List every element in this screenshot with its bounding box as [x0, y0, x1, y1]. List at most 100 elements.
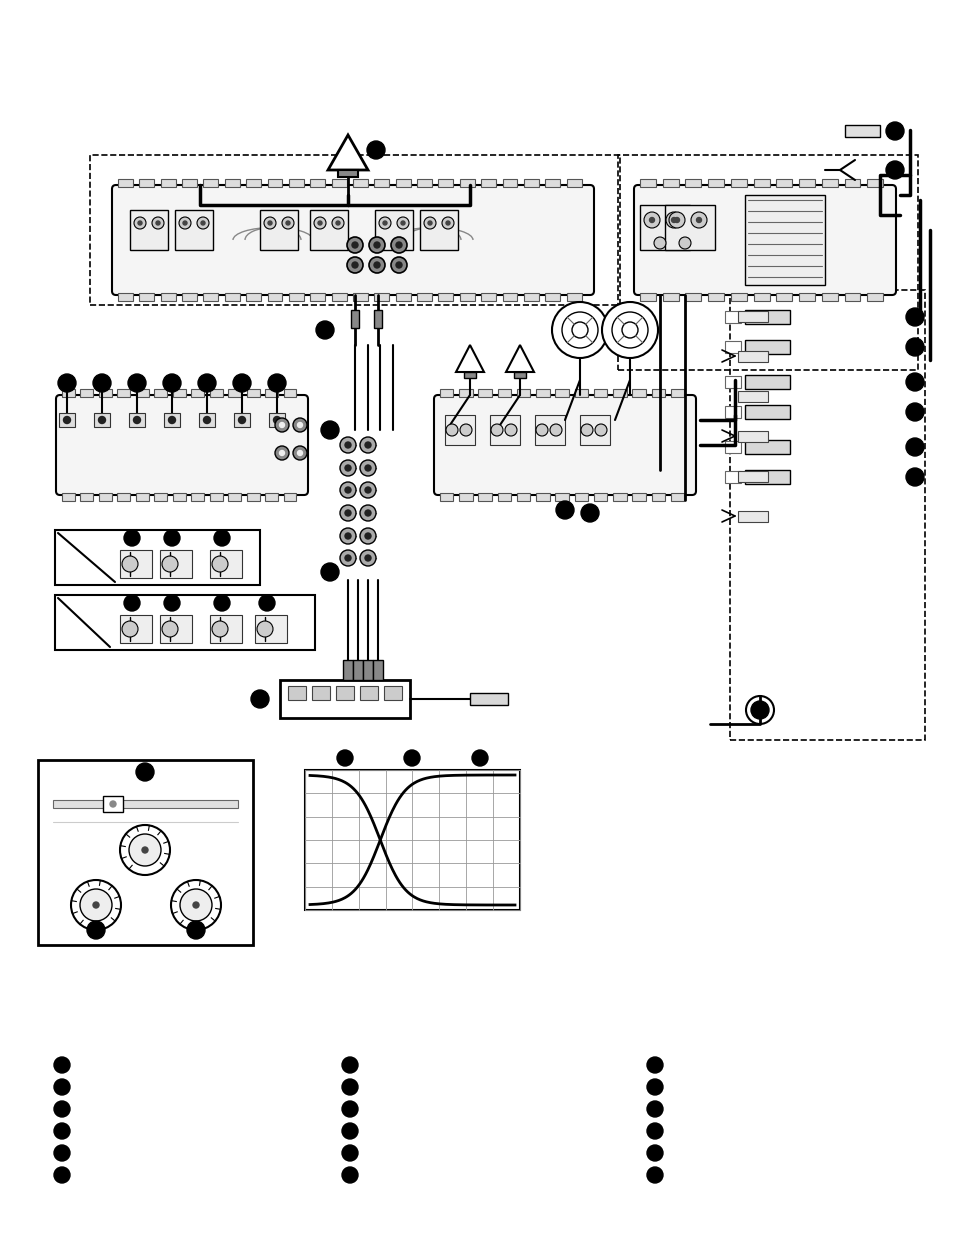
Polygon shape — [328, 135, 368, 170]
Circle shape — [80, 889, 112, 921]
Bar — [310, 293, 325, 301]
Circle shape — [446, 424, 457, 436]
Bar — [664, 205, 714, 249]
Bar — [738, 431, 767, 442]
Bar — [651, 493, 664, 501]
Circle shape — [646, 1057, 662, 1073]
Bar — [480, 293, 496, 301]
Circle shape — [572, 322, 587, 338]
Bar — [265, 389, 277, 396]
Circle shape — [365, 510, 371, 516]
Circle shape — [341, 1079, 357, 1095]
Bar — [160, 293, 175, 301]
Bar — [574, 493, 587, 501]
Circle shape — [133, 217, 146, 228]
Bar — [62, 493, 75, 501]
Bar — [310, 179, 325, 186]
Bar — [374, 293, 389, 301]
Bar — [632, 493, 645, 501]
Circle shape — [612, 312, 647, 348]
Circle shape — [54, 1167, 70, 1183]
Circle shape — [314, 217, 326, 228]
Bar — [182, 293, 197, 301]
Bar — [613, 389, 626, 396]
Bar — [120, 550, 152, 578]
Bar — [160, 615, 192, 643]
Circle shape — [187, 921, 205, 939]
Bar — [182, 179, 197, 186]
Bar — [103, 797, 123, 811]
Circle shape — [359, 482, 375, 498]
Circle shape — [54, 1123, 70, 1139]
Bar — [154, 389, 167, 396]
Circle shape — [665, 212, 681, 228]
Bar — [373, 659, 382, 680]
FancyBboxPatch shape — [56, 395, 308, 495]
Bar — [478, 389, 492, 396]
Bar — [260, 210, 297, 249]
Circle shape — [369, 237, 385, 253]
Bar — [555, 493, 568, 501]
Bar — [497, 389, 511, 396]
Bar — [776, 293, 791, 301]
Bar — [724, 441, 740, 453]
Bar — [210, 615, 242, 643]
Circle shape — [352, 262, 357, 268]
Bar — [821, 179, 837, 186]
Circle shape — [332, 217, 344, 228]
Bar — [502, 293, 517, 301]
Circle shape — [649, 217, 654, 222]
Circle shape — [256, 621, 273, 637]
Bar — [55, 595, 314, 650]
Bar — [724, 471, 740, 483]
Bar — [337, 170, 357, 177]
Circle shape — [885, 122, 903, 140]
Circle shape — [293, 446, 307, 459]
Bar — [203, 179, 218, 186]
Circle shape — [198, 374, 215, 391]
Bar — [662, 293, 678, 301]
Bar — [130, 210, 168, 249]
Circle shape — [179, 217, 191, 228]
Circle shape — [133, 416, 140, 424]
Bar — [269, 412, 285, 427]
Circle shape — [268, 221, 272, 225]
Circle shape — [336, 750, 353, 766]
Bar — [618, 156, 917, 370]
Bar — [117, 389, 131, 396]
Bar — [139, 293, 154, 301]
Circle shape — [203, 416, 211, 424]
Bar — [225, 179, 239, 186]
Bar — [439, 493, 453, 501]
Circle shape — [347, 237, 363, 253]
Circle shape — [536, 424, 547, 436]
Bar — [120, 615, 152, 643]
Circle shape — [274, 446, 289, 459]
Bar — [312, 685, 330, 700]
Circle shape — [905, 338, 923, 356]
Bar — [821, 293, 837, 301]
Bar — [280, 680, 410, 718]
Bar — [117, 493, 131, 501]
Circle shape — [169, 416, 175, 424]
Circle shape — [212, 556, 228, 572]
Circle shape — [124, 595, 140, 611]
Circle shape — [359, 505, 375, 521]
Bar — [517, 493, 530, 501]
Bar — [374, 310, 381, 329]
Bar — [662, 179, 678, 186]
Bar — [267, 293, 282, 301]
Bar — [288, 685, 306, 700]
Bar — [305, 769, 519, 910]
Circle shape — [345, 442, 351, 448]
Bar — [744, 340, 789, 354]
Bar — [283, 389, 296, 396]
Bar — [438, 179, 453, 186]
Bar — [799, 179, 814, 186]
Bar — [545, 293, 559, 301]
Circle shape — [643, 212, 659, 228]
Circle shape — [905, 468, 923, 487]
Bar — [118, 293, 132, 301]
Circle shape — [400, 221, 405, 225]
Circle shape — [646, 1145, 662, 1161]
